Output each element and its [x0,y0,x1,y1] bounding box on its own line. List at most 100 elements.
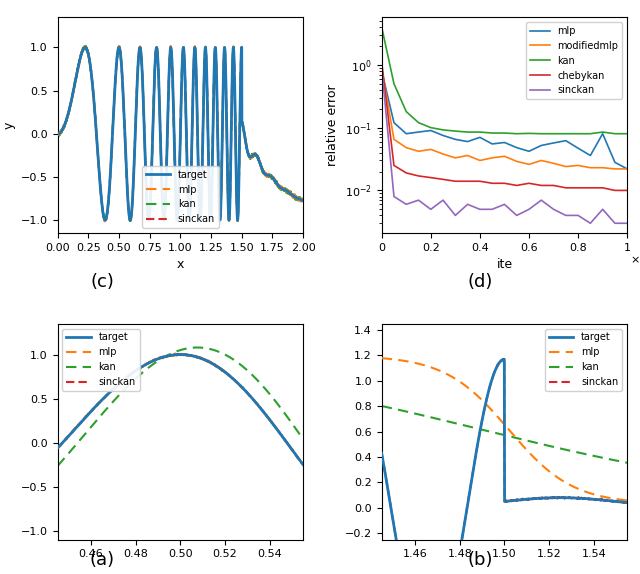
chebykan [513,182,520,189]
sinckan [623,499,631,506]
target [153,44,161,51]
mlp [101,218,109,224]
sinckan [623,220,631,227]
target [223,370,230,377]
target [246,391,253,398]
sinckan [488,206,496,213]
Y-axis label: relative error: relative error [326,84,339,166]
kan [573,449,581,456]
modifiedmlp [574,162,582,169]
chebykan [415,173,422,180]
sinckan [250,397,257,404]
sinckan [390,193,398,200]
mlp [54,130,61,137]
mlp [294,195,302,201]
chebykan [488,180,496,187]
sinckan [538,197,545,204]
target [153,356,161,363]
kan [300,436,307,443]
target [574,495,582,502]
sinckan [464,201,472,208]
modifiedmlp [464,152,472,159]
modifiedmlp [500,153,508,160]
sinckan [162,353,170,360]
sinckan [599,206,607,213]
kan [488,130,496,137]
sinckan [486,382,494,389]
mlp [547,469,554,476]
sinckan [451,212,459,219]
target [186,216,193,223]
Legend: target, mlp, kan, sinckan: target, mlp, kan, sinckan [142,166,219,228]
mlp [403,358,411,364]
Text: (c): (c) [90,273,115,291]
sinckan [54,131,61,138]
Legend: target, mlp, kan, sinckan: target, mlp, kan, sinckan [63,328,140,391]
kan [390,80,398,87]
mlp [623,497,631,504]
modifiedmlp [390,136,398,143]
sinckan [223,370,230,377]
mlp [586,152,594,159]
sinckan [476,206,484,213]
kan [623,459,631,466]
target [300,461,307,468]
modifiedmlp [611,165,619,172]
kan [547,443,554,449]
sinckan [79,416,86,423]
sinckan [300,197,307,204]
kan [525,130,533,137]
mlp [378,68,385,75]
kan [476,129,484,135]
mlp [439,132,447,139]
mlp [250,397,257,404]
sinckan [148,161,156,168]
target [79,417,86,424]
modifiedmlp [403,144,410,151]
kan [54,463,61,470]
mlp [415,129,422,135]
chebykan [403,169,410,176]
sinckan [234,218,241,225]
kan [162,353,170,360]
sinckan [97,182,104,189]
target [477,421,485,428]
Text: (a): (a) [90,552,115,569]
sinckan [403,201,410,208]
kan [153,358,161,365]
mlp [513,144,520,151]
mlp [562,137,570,144]
kan [427,124,435,131]
kan [250,373,257,380]
kan [268,174,276,181]
sinckan [547,494,555,501]
target [268,174,276,181]
chebykan [464,178,472,185]
mlp [148,161,156,168]
kan [82,43,90,50]
Line: target: target [58,355,303,464]
modifiedmlp [427,146,435,153]
modifiedmlp [538,157,545,164]
mlp [403,130,410,137]
modifiedmlp [415,148,422,155]
Line: kan: kan [58,347,303,466]
target [294,195,302,202]
chebykan [550,182,557,189]
Line: kan: kan [58,46,303,222]
sinckan [611,220,619,227]
kan [451,127,459,134]
mlp [477,395,485,402]
mlp [54,444,61,451]
kan [550,130,557,137]
mlp [172,350,179,357]
target [500,356,508,363]
kan [586,130,594,137]
mlp [599,130,607,137]
sinckan [175,351,182,358]
target [570,494,577,501]
kan [79,433,86,440]
target [177,351,184,358]
kan [574,130,582,137]
mlp [570,483,577,490]
